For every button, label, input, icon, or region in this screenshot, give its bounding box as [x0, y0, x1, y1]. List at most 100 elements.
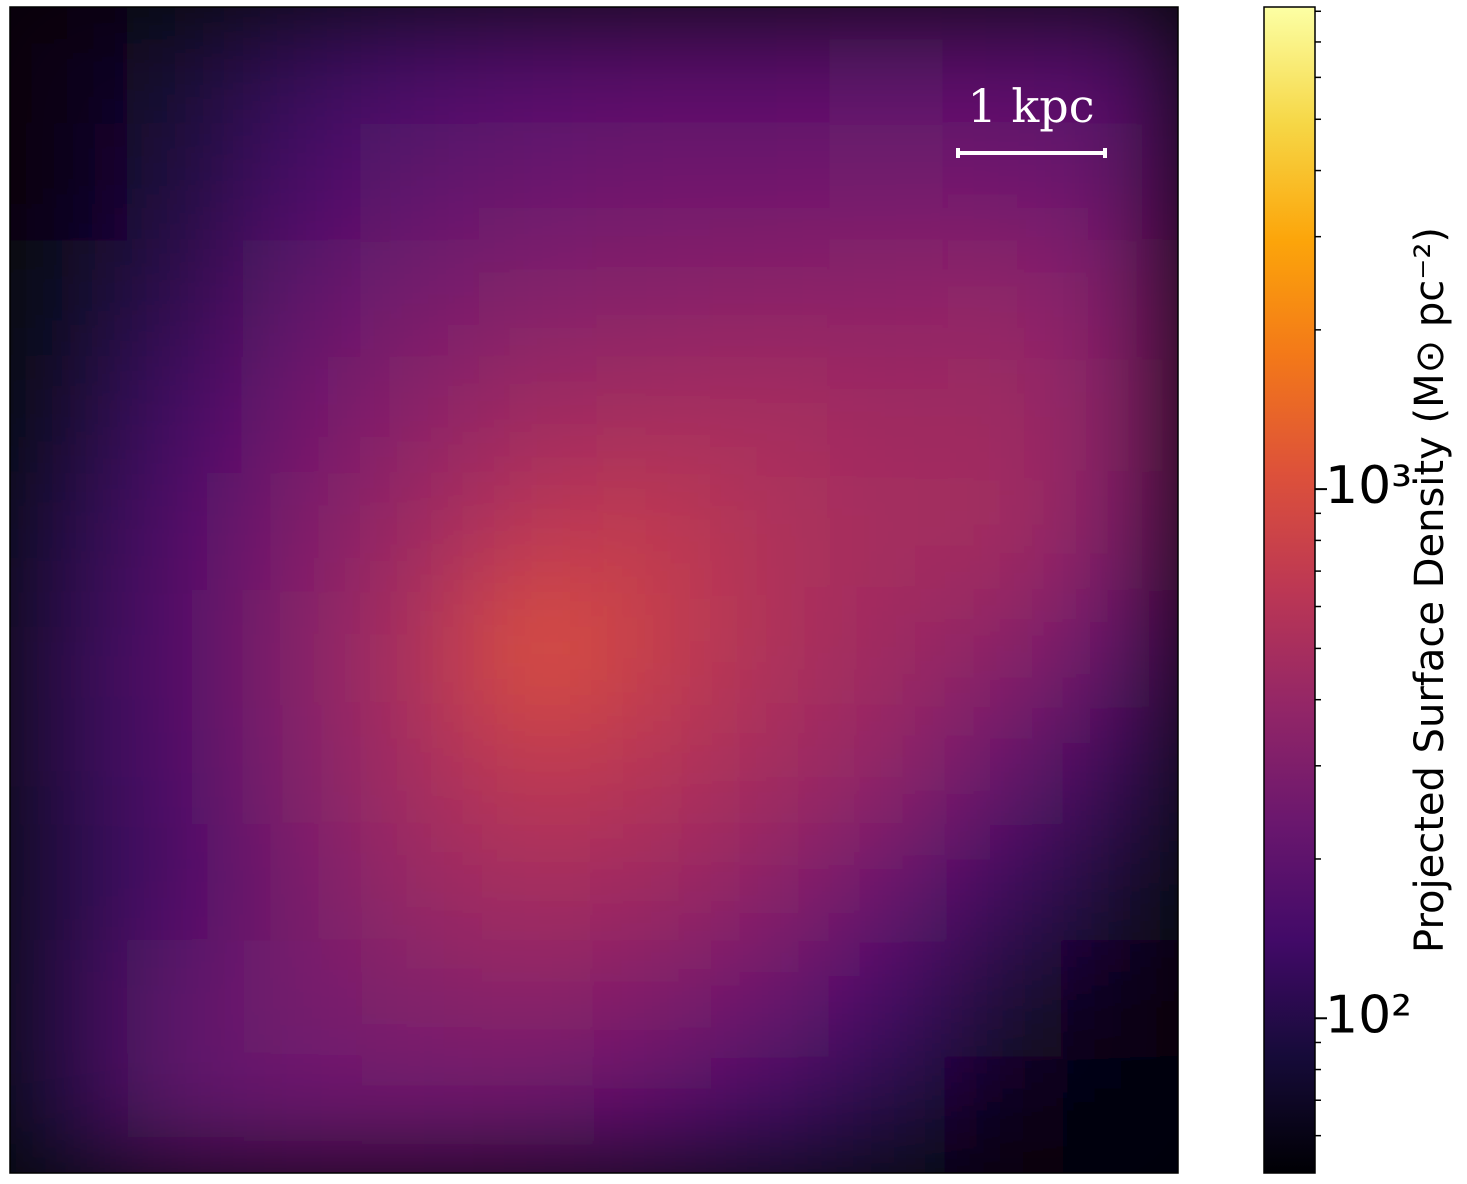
density-cell: [1061, 7, 1178, 125]
colorbar-label: Projected Surface Density (M⊙ pc⁻²): [1407, 227, 1453, 953]
density-cell: [10, 473, 128, 591]
density-cell: [944, 1056, 1062, 1173]
density-cell: [477, 823, 595, 941]
density-cell: [126, 473, 245, 591]
density-cell: [477, 590, 595, 708]
density-cell: [827, 473, 945, 591]
density-cell: [710, 706, 829, 824]
density-cell: [10, 356, 128, 474]
density-cell: [710, 1056, 829, 1173]
density-cell: [594, 939, 712, 1057]
density-cell: [477, 939, 595, 1057]
density-cell: [827, 240, 945, 358]
density-cell: [710, 240, 829, 358]
density-cell: [710, 356, 829, 474]
density-cell: [827, 823, 945, 941]
density-cell: [243, 473, 361, 591]
density-cell: [594, 823, 712, 941]
density-cell: [1061, 356, 1178, 474]
density-cell: [360, 123, 478, 241]
density-cell: [10, 939, 128, 1057]
density-cell: [827, 356, 945, 474]
density-cell: [594, 123, 712, 241]
density-cell: [243, 706, 361, 824]
density-cell: [477, 240, 595, 358]
density-cell: [944, 473, 1062, 591]
density-cell: [126, 823, 245, 941]
density-cell: [944, 939, 1062, 1057]
density-cell: [827, 590, 945, 708]
density-cell: [710, 823, 829, 941]
density-cell: [944, 823, 1062, 941]
density-cell: [827, 123, 945, 241]
density-cell: [477, 1056, 595, 1173]
image-frame: [9, 6, 1179, 1174]
density-cell: [594, 473, 712, 591]
density-cell: [594, 590, 712, 708]
density-cell: [944, 590, 1062, 708]
density-cell: [594, 706, 712, 824]
density-cell: [360, 823, 478, 941]
density-cell: [360, 7, 478, 125]
density-cell: [944, 240, 1062, 358]
density-cell: [10, 706, 128, 824]
density-cell: [827, 1056, 945, 1173]
density-cell: [243, 356, 361, 474]
colorbar: [1263, 6, 1316, 1174]
density-cell: [360, 706, 478, 824]
colorbar-tick-label: 10³: [1325, 456, 1412, 516]
density-cell: [944, 706, 1062, 824]
density-cell: [126, 706, 245, 824]
density-cell: [477, 473, 595, 591]
density-cell: [10, 1056, 128, 1173]
density-cell: [10, 590, 128, 708]
density-cell: [10, 823, 128, 941]
density-cell: [243, 240, 361, 358]
density-cell: [10, 240, 128, 358]
density-cell: [1061, 706, 1178, 824]
density-cell: [360, 939, 478, 1057]
density-cell: [477, 123, 595, 241]
density-cell: [477, 7, 595, 125]
density-cell: [126, 356, 245, 474]
density-cell: [944, 356, 1062, 474]
density-cell: [126, 1056, 245, 1173]
density-cell: [827, 7, 945, 125]
density-cell: [243, 123, 361, 241]
density-cell: [827, 939, 945, 1057]
density-cell: [594, 356, 712, 474]
density-cell: [243, 590, 361, 708]
density-cell: [1061, 1056, 1178, 1173]
density-cell: [10, 123, 128, 241]
density-cell: [360, 590, 478, 708]
density-cell: [1061, 240, 1178, 358]
density-cell: [1061, 123, 1178, 241]
density-cell: [477, 356, 595, 474]
density-cell: [360, 1056, 478, 1173]
density-cell: [126, 7, 245, 125]
density-cell: [944, 123, 1062, 241]
density-cell: [944, 7, 1062, 125]
density-cell: [1061, 590, 1178, 708]
density-cell: [243, 7, 361, 125]
density-cell: [1061, 473, 1178, 591]
density-cell: [710, 7, 829, 125]
scale-bar-label: 1 kpc: [968, 79, 1095, 133]
image: [10, 7, 1178, 1173]
density-cell: [827, 706, 945, 824]
density-cell: [1061, 823, 1178, 941]
density-cell: [126, 590, 245, 708]
density-cell: [594, 240, 712, 358]
density-cell: [1061, 939, 1178, 1057]
density-map: [10, 7, 1178, 1173]
density-cell: [710, 473, 829, 591]
density-cell: [710, 939, 829, 1057]
density-cell: [710, 123, 829, 241]
density-cell: [243, 823, 361, 941]
density-cell: [594, 1056, 712, 1173]
density-cell: [243, 1056, 361, 1173]
colorbar-tick-label: 10²: [1325, 985, 1412, 1045]
density-cell: [126, 939, 245, 1057]
density-cell: [360, 356, 478, 474]
